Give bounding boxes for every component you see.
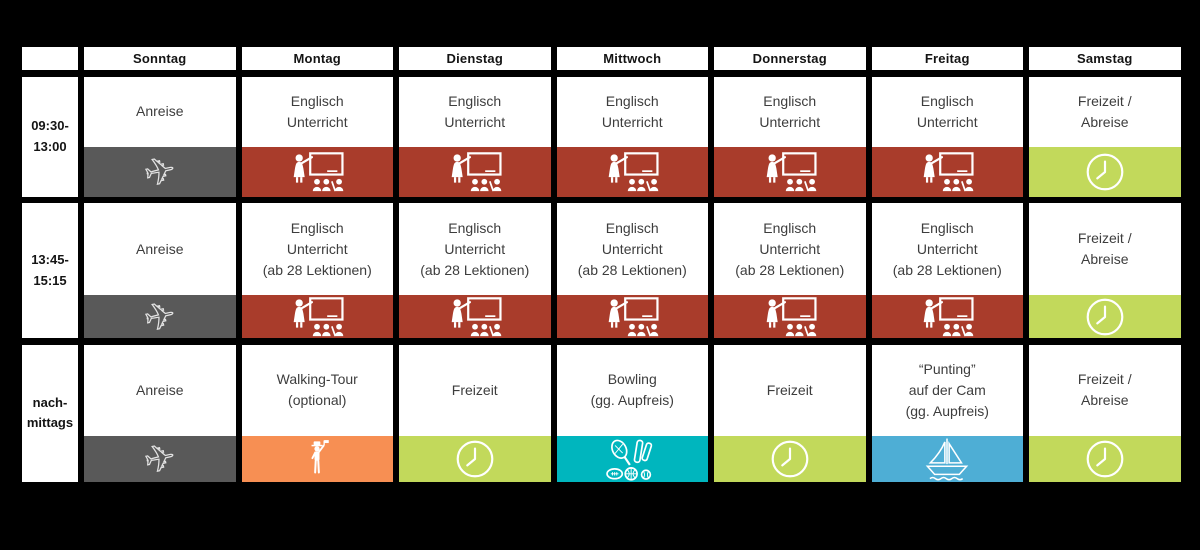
cell-text: Bowling (gg. Aupfreis) <box>590 371 674 408</box>
teacher-icon <box>447 150 503 194</box>
airplane-icon <box>131 151 189 193</box>
schedule-cell-sonntag-afternoon: Anreise <box>84 344 236 482</box>
teacher-icon <box>447 295 503 339</box>
cell-band <box>1029 435 1181 482</box>
cell-band <box>241 295 393 339</box>
cell-text: Englisch Unterricht (ab 28 Lektionen) <box>577 219 687 278</box>
schedule-cell-mittwoch-morning: Englisch Unterricht <box>556 76 708 197</box>
cell-band <box>241 146 393 197</box>
clock-icon <box>770 439 810 479</box>
cell-band <box>871 435 1023 482</box>
cell-text: Walking-Tour (optional) <box>276 371 358 408</box>
schedule-cell-samstag-afternoon: Freizeit / Abreise <box>1029 344 1181 482</box>
cell-band <box>714 295 866 338</box>
schedule-grid: Sonntag Montag Dienstag Mittwoch Donners… <box>22 47 1181 482</box>
cell-band <box>871 146 1023 197</box>
cell-text: Englisch Unterricht (ab 28 Lektionen) <box>262 219 372 278</box>
cell-band <box>714 435 866 482</box>
cell-band <box>84 435 236 482</box>
schedule-cell-samstag-morning: Freizeit / Abreise <box>1029 76 1181 197</box>
schedule-cell-montag-morning: Englisch Unterricht <box>241 76 393 197</box>
cell-text: Anreise <box>136 240 184 257</box>
day-header-montag: Montag <box>241 47 393 70</box>
day-header-dienstag: Dienstag <box>399 47 551 70</box>
cell-text: Freizeit / Abreise <box>1077 371 1132 408</box>
cell-band <box>399 146 551 197</box>
cell-band <box>871 295 1023 339</box>
cell-text: Englisch Unterricht <box>286 92 348 130</box>
cell-text: Anreise <box>136 103 184 119</box>
teacher-icon <box>289 295 345 339</box>
cell-band <box>1029 295 1181 338</box>
time-label-midday: 13:45- 15:15 <box>22 203 78 338</box>
teacher-icon <box>604 150 660 194</box>
schedule-cell-freitag-afternoon: “Punting” auf der Cam (gg. Aupfreis) <box>871 344 1023 482</box>
tour-guide-icon <box>302 438 332 480</box>
corner-cell <box>22 47 78 70</box>
schedule-cell-freitag-midday: Englisch Unterricht (ab 28 Lektionen) <box>871 203 1023 339</box>
cell-text: Englisch Unterricht (ab 28 Lektionen) <box>892 219 1002 278</box>
cell-band <box>84 295 236 338</box>
schedule-cell-donnerstag-afternoon: Freizeit <box>714 344 866 482</box>
schedule-cell-dienstag-afternoon: Freizeit <box>399 344 551 482</box>
schedule-cell-mittwoch-midday: Englisch Unterricht (ab 28 Lektionen) <box>556 203 708 339</box>
cell-band <box>399 295 551 338</box>
cell-band <box>714 146 866 197</box>
teacher-icon <box>762 150 818 194</box>
cell-text: Englisch Unterricht <box>759 92 821 130</box>
teacher-icon <box>289 150 345 194</box>
cell-band <box>1029 146 1181 197</box>
time-label-morning: 09:30- 13:00 <box>22 76 78 197</box>
cell-text: Englisch Unterricht <box>601 92 663 130</box>
schedule-cell-donnerstag-midday: Englisch Unterricht (ab 28 Lektionen) <box>714 203 866 338</box>
cell-band <box>556 435 708 482</box>
teacher-icon <box>919 295 975 339</box>
day-header-freitag: Freitag <box>871 47 1023 70</box>
clock-icon <box>1085 439 1125 479</box>
cell-band <box>399 435 551 482</box>
teacher-icon <box>762 295 818 339</box>
schedule-cell-donnerstag-morning: Englisch Unterricht <box>714 76 866 197</box>
cell-text: Freizeit <box>766 381 813 398</box>
clock-icon <box>455 439 495 479</box>
schedule-cell-sonntag-morning: Anreise <box>84 76 236 197</box>
time-label-afternoon: nach- mittags <box>22 344 78 482</box>
clock-icon <box>1085 152 1125 192</box>
schedule-cell-dienstag-midday: Englisch Unterricht (ab 28 Lektionen) <box>399 203 551 338</box>
airplane-icon <box>131 296 189 338</box>
cell-text: Englisch Unterricht (ab 28 Lektionen) <box>420 219 530 278</box>
cell-band <box>556 146 708 197</box>
schedule-cell-sonntag-midday: Anreise <box>84 203 236 338</box>
cell-text: Freizeit <box>451 381 498 398</box>
airplane-icon <box>131 438 189 480</box>
cell-text: Englisch Unterricht <box>916 92 978 130</box>
cell-band <box>84 146 236 197</box>
sailboat-icon <box>920 436 974 482</box>
cell-band <box>556 295 708 339</box>
cell-text: Freizeit / Abreise <box>1077 230 1132 267</box>
cell-text: Englisch Unterricht <box>444 92 506 130</box>
schedule-cell-montag-midday: Englisch Unterricht (ab 28 Lektionen) <box>241 203 393 339</box>
clock-icon <box>1085 297 1125 337</box>
schedule-cell-samstag-midday: Freizeit / Abreise <box>1029 203 1181 338</box>
cell-text: “Punting” auf der Cam (gg. Aupfreis) <box>905 360 989 419</box>
day-header-donnerstag: Donnerstag <box>714 47 866 70</box>
schedule-cell-dienstag-morning: Englisch Unterricht <box>399 76 551 197</box>
schedule-cell-mittwoch-afternoon: Bowling (gg. Aupfreis) <box>556 344 708 482</box>
cell-band <box>241 435 393 482</box>
teacher-icon <box>919 150 975 194</box>
teacher-icon <box>604 295 660 339</box>
schedule-cell-freitag-morning: Englisch Unterricht <box>871 76 1023 197</box>
day-header-sonntag: Sonntag <box>84 47 236 70</box>
cell-text: Anreise <box>136 381 184 398</box>
cell-text: Englisch Unterricht (ab 28 Lektionen) <box>735 219 845 278</box>
sports-icon <box>604 437 660 481</box>
day-header-mittwoch: Mittwoch <box>556 47 708 70</box>
schedule-cell-montag-afternoon: Walking-Tour (optional) <box>241 344 393 482</box>
cell-text: Freizeit / Abreise <box>1077 92 1132 130</box>
day-header-samstag: Samstag <box>1029 47 1181 70</box>
